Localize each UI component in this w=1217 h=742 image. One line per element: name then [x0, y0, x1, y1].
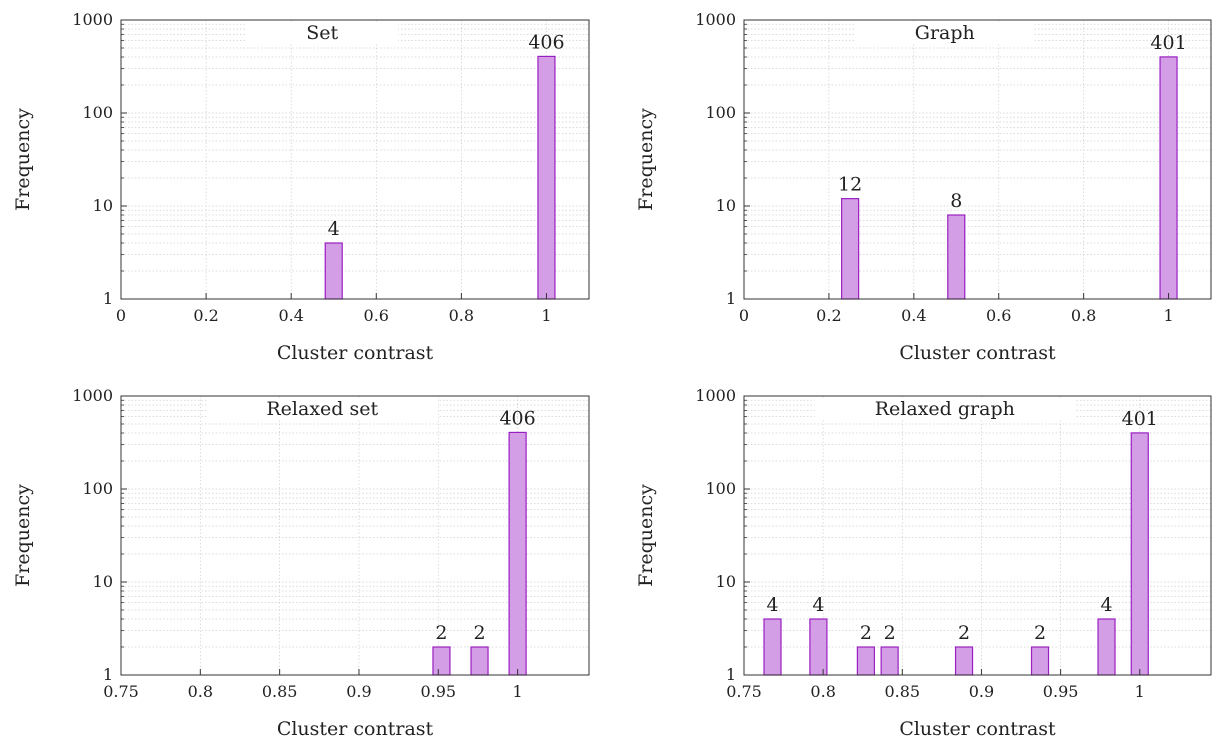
x-tick-label: 0.85 — [262, 682, 298, 701]
y-axis-label: Frequency — [12, 108, 34, 211]
y-tick-label: 1000 — [695, 386, 736, 405]
y-axis-label: Frequency — [12, 484, 34, 587]
bar-8 — [1130, 432, 1149, 676]
data-label: 4 — [1100, 594, 1112, 616]
y-tick-label: 1 — [103, 289, 113, 308]
chart-title-backdrop — [854, 22, 1035, 44]
chart-title-backdrop — [206, 398, 439, 420]
y-tick-label: 1 — [103, 665, 113, 684]
data-label: 2 — [958, 622, 970, 644]
data-label: 8 — [950, 190, 962, 212]
bar-7 — [1097, 618, 1116, 676]
data-label: 4 — [766, 594, 778, 616]
y-tick-label: 100 — [82, 103, 113, 122]
y-axis-label: Frequency — [635, 484, 657, 587]
data-label: 406 — [499, 407, 535, 429]
x-tick-label: 0.95 — [420, 682, 456, 701]
data-label: 2 — [435, 622, 447, 644]
x-tick-label: 0.95 — [1043, 682, 1079, 701]
bar-6 — [1030, 646, 1050, 676]
bar-2 — [537, 55, 556, 300]
bar-4 — [880, 646, 899, 676]
x-axis-label: Cluster contrast — [899, 342, 1056, 364]
bar-1 — [841, 198, 860, 300]
x-axis-label: Cluster contrast — [277, 718, 434, 740]
x-tick-label: 0.6 — [986, 306, 1011, 325]
x-tick-label: 0.9 — [346, 682, 371, 701]
x-tick-label: 0 — [739, 306, 749, 325]
bar-2 — [947, 214, 966, 300]
plot-frame — [743, 395, 1212, 676]
chart-title-backdrop — [246, 22, 399, 44]
bar-3 — [508, 431, 527, 676]
bar-2 — [470, 646, 489, 676]
chart-panel-2: Graph 12 8 401 1 10 100 1000 0 0.2 0.4 0.6 0.8 1 Clust… — [635, 10, 1212, 364]
y-tick-label: 100 — [705, 479, 736, 498]
x-tick-label: 0.2 — [193, 306, 218, 325]
plot-frame — [120, 19, 590, 300]
data-label: 2 — [1034, 622, 1046, 644]
data-label: 401 — [1150, 32, 1186, 54]
y-tick-label: 1000 — [72, 10, 113, 29]
x-tick-label: 0.8 — [810, 682, 835, 701]
x-tick-label: 0.2 — [816, 306, 841, 325]
x-tick-label: 0.75 — [103, 682, 139, 701]
y-tick-label: 100 — [705, 103, 736, 122]
bar-2 — [809, 618, 828, 676]
x-tick-label: 0.9 — [969, 682, 994, 701]
data-label: 4 — [328, 218, 340, 240]
data-label: 401 — [1122, 408, 1158, 430]
chart-title: Relaxed set — [266, 398, 378, 420]
chart-panel-3: Relaxed set 2 2 406 1 10 100 1000 0.75 0.8 0.85 0.9… — [12, 386, 590, 740]
x-tick-label: 0.8 — [1071, 306, 1096, 325]
bar-3 — [1159, 56, 1178, 300]
x-axis-label: Cluster contrast — [899, 718, 1056, 740]
x-tick-label: 0 — [116, 306, 126, 325]
bar-5 — [954, 646, 974, 676]
data-label: 2 — [884, 622, 896, 644]
y-tick-label: 100 — [82, 479, 113, 498]
data-label: 4 — [812, 594, 824, 616]
x-tick-label: 1 — [541, 306, 551, 325]
plot-frame — [743, 19, 1212, 300]
y-tick-label: 10 — [93, 196, 113, 215]
plot-frame — [120, 395, 590, 676]
bar-1 — [324, 242, 343, 300]
y-tick-label: 1000 — [72, 386, 113, 405]
x-tick-label: 0.6 — [364, 306, 389, 325]
y-tick-label: 10 — [716, 572, 736, 591]
bar-1 — [432, 646, 451, 676]
chart-title: Graph — [915, 22, 975, 44]
chart-title: Set — [306, 22, 338, 44]
x-tick-label: 0.8 — [449, 306, 474, 325]
data-label: 2 — [860, 622, 872, 644]
data-label: 406 — [528, 31, 564, 53]
bar-3 — [856, 646, 875, 676]
bar-1 — [763, 618, 782, 676]
y-tick-label: 1 — [726, 665, 736, 684]
x-tick-label: 0.85 — [884, 682, 920, 701]
x-tick-label: 1 — [513, 682, 523, 701]
x-axis-label: Cluster contrast — [277, 342, 434, 364]
x-tick-label: 0.4 — [901, 306, 926, 325]
y-tick-label: 1 — [726, 289, 736, 308]
x-tick-label: 1 — [1163, 306, 1173, 325]
x-tick-label: 0.75 — [726, 682, 762, 701]
y-tick-label: 1000 — [695, 10, 736, 29]
y-tick-label: 10 — [716, 196, 736, 215]
chart-title-backdrop — [814, 398, 1075, 420]
x-tick-label: 0.4 — [278, 306, 303, 325]
x-tick-label: 0.8 — [188, 682, 213, 701]
y-axis-label: Frequency — [635, 108, 657, 211]
y-tick-label: 10 — [93, 572, 113, 591]
chart-title: Relaxed graph — [875, 398, 1015, 420]
data-label: 2 — [473, 622, 485, 644]
x-tick-label: 1 — [1135, 682, 1145, 701]
data-label: 12 — [838, 174, 862, 196]
chart-panel-1: Set 4 406 1 10 100 1000 0 0.2 0.4 0.6 0.8 1 Cluster c… — [12, 10, 590, 364]
